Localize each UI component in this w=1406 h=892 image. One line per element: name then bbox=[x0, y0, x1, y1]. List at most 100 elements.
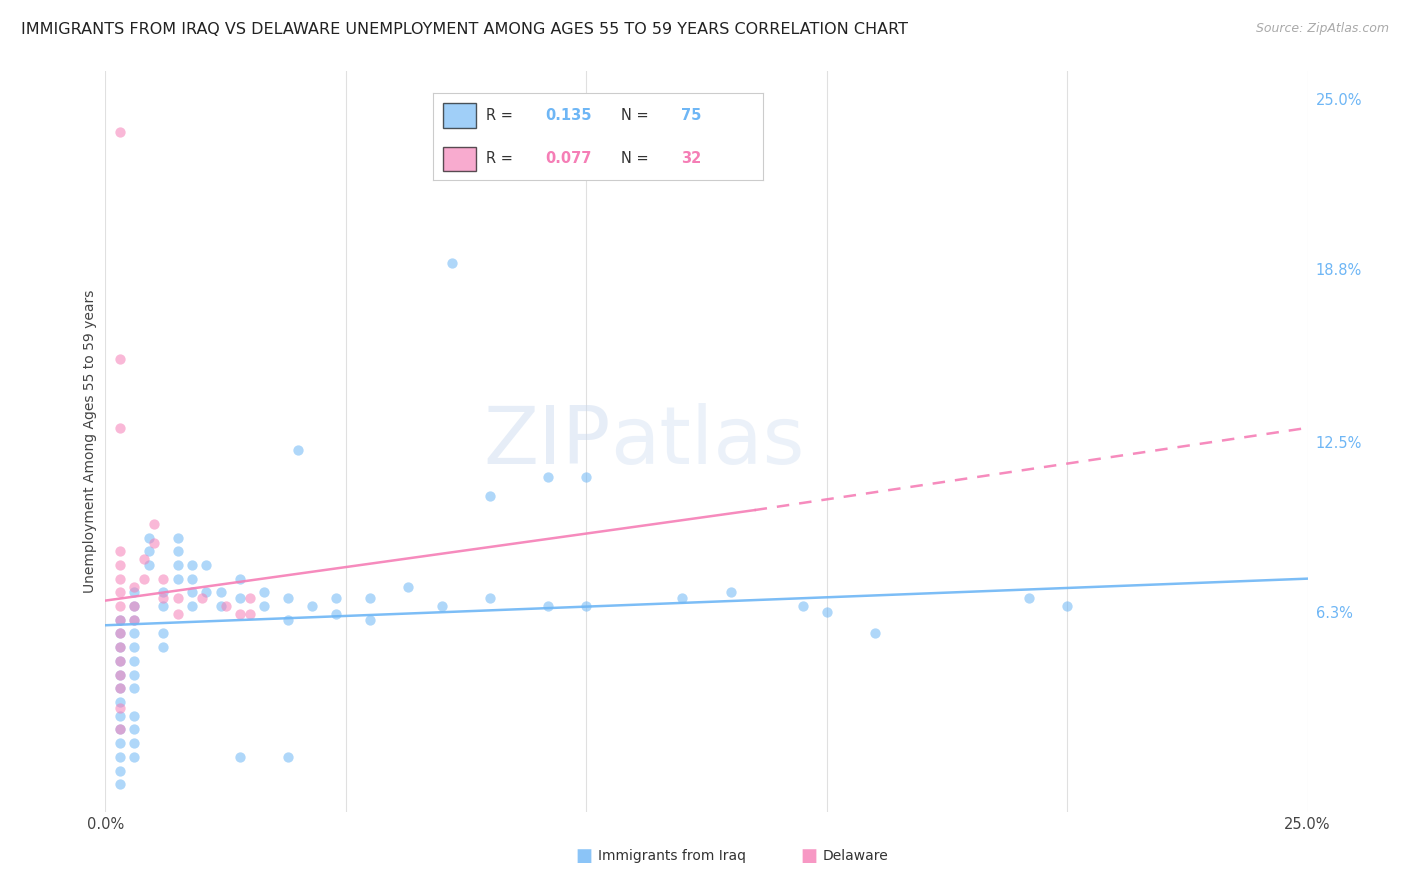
Point bbox=[181, 585, 204, 599]
Point bbox=[166, 572, 188, 586]
Point bbox=[108, 640, 131, 655]
Point bbox=[108, 764, 131, 778]
Point bbox=[108, 681, 131, 696]
Point bbox=[124, 736, 146, 750]
Point bbox=[108, 599, 131, 613]
Point bbox=[575, 599, 598, 613]
Point bbox=[138, 531, 160, 545]
Point bbox=[152, 626, 174, 640]
Point bbox=[108, 558, 131, 572]
Point bbox=[108, 681, 131, 696]
Point bbox=[575, 470, 598, 484]
Point bbox=[229, 607, 252, 622]
FancyBboxPatch shape bbox=[443, 147, 477, 171]
Point bbox=[152, 591, 174, 605]
Text: IMMIGRANTS FROM IRAQ VS DELAWARE UNEMPLOYMENT AMONG AGES 55 TO 59 YEARS CORRELAT: IMMIGRANTS FROM IRAQ VS DELAWARE UNEMPLO… bbox=[21, 22, 908, 37]
Point bbox=[108, 352, 131, 367]
Point bbox=[430, 599, 453, 613]
Point bbox=[181, 558, 204, 572]
Point bbox=[138, 544, 160, 558]
Text: ■: ■ bbox=[575, 847, 592, 865]
Text: atlas: atlas bbox=[610, 402, 804, 481]
Point bbox=[479, 591, 502, 605]
FancyBboxPatch shape bbox=[443, 103, 477, 128]
Point bbox=[359, 613, 381, 627]
Point bbox=[209, 599, 232, 613]
Text: Delaware: Delaware bbox=[823, 849, 889, 863]
Point bbox=[108, 421, 131, 435]
Point bbox=[124, 613, 146, 627]
Point bbox=[396, 580, 419, 594]
Text: R =: R = bbox=[486, 152, 517, 166]
Text: 32: 32 bbox=[681, 152, 702, 166]
Point bbox=[815, 605, 838, 619]
Point bbox=[108, 700, 131, 714]
Point bbox=[152, 585, 174, 599]
Point bbox=[108, 667, 131, 681]
Point bbox=[108, 750, 131, 764]
Point bbox=[537, 599, 560, 613]
Point bbox=[277, 613, 299, 627]
Point bbox=[325, 591, 347, 605]
Point bbox=[108, 626, 131, 640]
Point bbox=[124, 626, 146, 640]
Point bbox=[440, 256, 463, 270]
Point bbox=[537, 470, 560, 484]
Point bbox=[108, 708, 131, 723]
Text: 0.135: 0.135 bbox=[546, 108, 592, 122]
Point bbox=[181, 599, 204, 613]
Point bbox=[863, 626, 886, 640]
Text: ■: ■ bbox=[800, 847, 817, 865]
Point bbox=[138, 558, 160, 572]
Text: 75: 75 bbox=[681, 108, 702, 122]
Point bbox=[108, 723, 131, 737]
Text: N =: N = bbox=[621, 152, 654, 166]
Point bbox=[124, 580, 146, 594]
Point bbox=[108, 544, 131, 558]
Point bbox=[239, 591, 262, 605]
Point bbox=[301, 599, 323, 613]
Point bbox=[166, 607, 188, 622]
Point bbox=[671, 591, 693, 605]
Point bbox=[142, 516, 165, 531]
Point bbox=[181, 572, 204, 586]
Point bbox=[720, 585, 742, 599]
Y-axis label: Unemployment Among Ages 55 to 59 years: Unemployment Among Ages 55 to 59 years bbox=[83, 290, 97, 593]
Point bbox=[1018, 591, 1040, 605]
Text: 0.077: 0.077 bbox=[546, 152, 592, 166]
Point bbox=[277, 750, 299, 764]
Point bbox=[132, 552, 155, 566]
Point bbox=[209, 585, 232, 599]
Point bbox=[195, 585, 218, 599]
Point bbox=[124, 750, 146, 764]
Point bbox=[108, 613, 131, 627]
Point bbox=[124, 708, 146, 723]
Point bbox=[108, 667, 131, 681]
Point bbox=[108, 626, 131, 640]
Point bbox=[108, 736, 131, 750]
Point bbox=[124, 599, 146, 613]
Point bbox=[479, 489, 502, 503]
Point bbox=[166, 531, 188, 545]
Point bbox=[152, 640, 174, 655]
Point bbox=[190, 591, 212, 605]
Point bbox=[166, 558, 188, 572]
Point bbox=[108, 585, 131, 599]
Point bbox=[124, 599, 146, 613]
Point bbox=[124, 613, 146, 627]
Point bbox=[239, 607, 262, 622]
Point bbox=[108, 654, 131, 668]
Point bbox=[166, 591, 188, 605]
Point bbox=[792, 599, 814, 613]
Point bbox=[152, 599, 174, 613]
Point bbox=[287, 442, 309, 457]
Point bbox=[124, 681, 146, 696]
Point bbox=[108, 613, 131, 627]
Point bbox=[108, 654, 131, 668]
Point bbox=[253, 599, 276, 613]
Point bbox=[108, 777, 131, 791]
Point bbox=[108, 640, 131, 655]
Point bbox=[325, 607, 347, 622]
Point bbox=[166, 544, 188, 558]
Point bbox=[229, 750, 252, 764]
